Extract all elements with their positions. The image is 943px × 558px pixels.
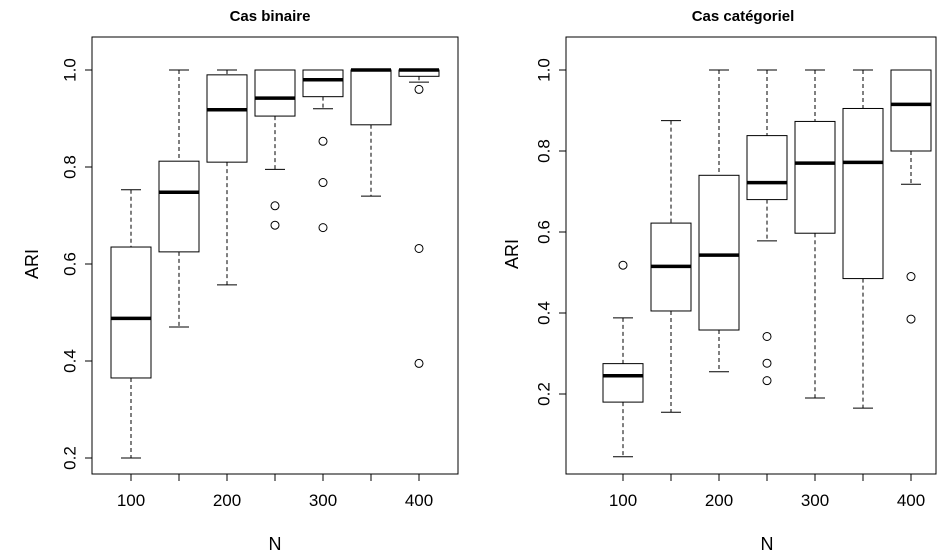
- box-body: [842, 107, 884, 280]
- box-150: [650, 120, 692, 413]
- box-body: [746, 135, 788, 201]
- x-tick-label: 100: [117, 491, 145, 510]
- box-body: [698, 174, 740, 331]
- x-tick-label: 100: [609, 491, 637, 510]
- panel-cas-categoriel: Cas catégoriel 100 200 300 400 0.2 0.4 0.6 0.8…: [502, 8, 937, 554]
- y-tick-label: 0.8: [535, 139, 554, 163]
- y-axis: 0.2 0.4 0.6 0.8 1.0: [535, 58, 567, 406]
- y-tick-label: 0.6: [61, 252, 80, 276]
- box-250: [746, 69, 788, 386]
- y-tick-label: 0.4: [61, 349, 80, 373]
- box-body: [206, 74, 248, 163]
- y-tick-label: 0.6: [535, 220, 554, 244]
- outlier-point: [414, 243, 424, 253]
- box-body: [110, 246, 152, 379]
- box-body: [254, 69, 296, 117]
- boxes: [110, 68, 440, 459]
- box-200: [206, 69, 248, 286]
- y-axis: 0.2 0.4 0.6 0.8 1.0: [61, 58, 93, 470]
- y-axis-label: ARI: [502, 239, 522, 269]
- x-tick-label: 200: [213, 491, 241, 510]
- y-axis-label: ARI: [22, 249, 42, 279]
- y-tick-label: 0.4: [535, 301, 554, 325]
- x-tick-label: 300: [801, 491, 829, 510]
- outlier-point: [762, 331, 772, 341]
- boxes: [602, 69, 932, 458]
- x-tick-label: 300: [309, 491, 337, 510]
- x-tick-label: 400: [405, 491, 433, 510]
- box-100: [110, 189, 152, 459]
- y-tick-label: 0.2: [61, 446, 80, 470]
- chart-title: Cas catégoriel: [692, 8, 795, 25]
- y-tick-label: 0.2: [535, 382, 554, 406]
- outlier-point: [318, 223, 328, 233]
- chart-title: Cas binaire: [230, 8, 311, 25]
- box-body: [890, 69, 932, 152]
- outlier-point: [270, 201, 280, 211]
- outlier-point: [618, 260, 628, 270]
- x-tick-label: 400: [897, 491, 925, 510]
- x-tick-label: 200: [705, 491, 733, 510]
- outlier-point: [762, 376, 772, 386]
- panel-cas-binaire: Cas binaire 100 200 300 400 0.2 0.4 0.6 0.8 1.0…: [22, 8, 459, 554]
- x-axis-label: N: [269, 534, 282, 554]
- y-tick-label: 1.0: [535, 58, 554, 82]
- y-tick-label: 1.0: [61, 58, 80, 82]
- outlier-point: [906, 314, 916, 324]
- box-400: [890, 69, 932, 324]
- box-100: [602, 260, 644, 458]
- x-axis-label: N: [761, 534, 774, 554]
- box-body: [302, 69, 344, 98]
- box-350: [350, 68, 392, 197]
- box-300: [794, 69, 836, 399]
- box-body: [794, 120, 836, 234]
- box-body: [158, 160, 200, 253]
- box-body: [350, 69, 392, 126]
- outlier-point: [318, 178, 328, 188]
- x-axis: 100 200 300 400: [609, 473, 925, 510]
- box-400: [398, 68, 440, 368]
- box-150: [158, 69, 200, 328]
- outlier-point: [762, 358, 772, 368]
- box-200: [698, 69, 740, 373]
- outlier-point: [270, 220, 280, 230]
- y-tick-label: 0.8: [61, 155, 80, 179]
- box-300: [302, 69, 344, 233]
- x-axis: 100 200 300 400: [117, 473, 433, 510]
- outlier-point: [414, 84, 424, 94]
- box-350: [842, 69, 884, 409]
- outlier-point: [906, 272, 916, 282]
- box-250: [254, 69, 296, 230]
- outlier-point: [318, 136, 328, 146]
- box-body: [602, 363, 644, 403]
- outlier-point: [414, 358, 424, 368]
